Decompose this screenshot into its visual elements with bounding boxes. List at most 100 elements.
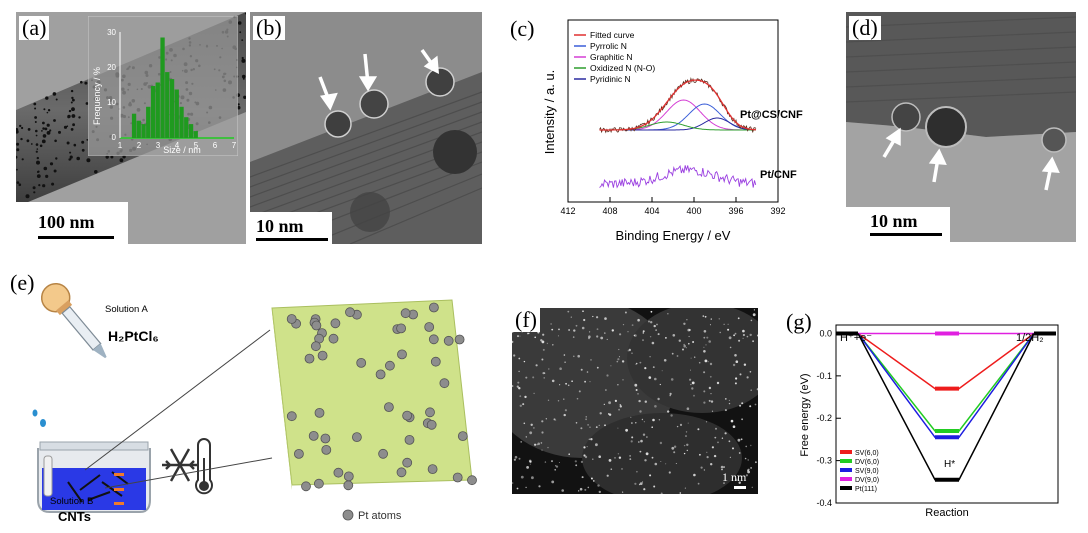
single-atom-dot [629, 458, 632, 460]
pt-nanoparticle-dot [237, 21, 242, 25]
pt-atom [308, 430, 319, 441]
pt-nanoparticle-dot [81, 140, 85, 144]
g-series-path [857, 332, 1035, 390]
single-atom-dot [568, 453, 570, 455]
single-atom-dot [547, 446, 549, 449]
single-atom-dot [638, 399, 641, 403]
xps-legend-entry: Fitted curve [590, 30, 635, 40]
pt-nanoparticle-dot [43, 166, 48, 171]
g-start-label: H⁺+e⁻ [840, 332, 872, 344]
single-atom-dot [694, 356, 696, 358]
single-atom-dot [561, 489, 564, 492]
pt-nanoparticle-dot [36, 174, 41, 179]
single-atom-dot [586, 371, 589, 373]
single-atom-dot [679, 423, 683, 426]
single-atom-dot [621, 360, 625, 363]
pt-atoms-label: Pt atoms [358, 510, 402, 522]
single-atom-dot [553, 418, 556, 421]
xps-xtick-label: 408 [602, 206, 617, 216]
single-atom-dot [616, 360, 619, 363]
g-xlabel: Reaction [925, 507, 968, 519]
single-atom-dot [519, 395, 522, 398]
single-atom-dot [671, 446, 675, 450]
single-atom-dot [703, 390, 706, 393]
single-atom-dot [668, 471, 671, 474]
pt-nanoparticle-dot [241, 74, 246, 79]
single-atom-dot [685, 435, 687, 437]
single-atom-dot [713, 454, 717, 458]
single-atom-dot [703, 336, 706, 339]
single-atom-dot [635, 389, 638, 391]
single-atom-dot [518, 357, 521, 360]
g-legend-swatch [840, 450, 852, 454]
hist-xtick: 4 [175, 141, 180, 150]
single-atom-dot [629, 455, 631, 457]
pt-nanoparticle-dot [46, 123, 50, 127]
single-atom-dot [728, 402, 731, 405]
single-atom-dot [742, 329, 745, 333]
single-atom-dot [637, 441, 640, 443]
single-atom-dot [724, 432, 727, 435]
pt-atom [304, 353, 315, 364]
single-atom-dot [676, 425, 679, 428]
hist-ytick-0: 0 [112, 133, 117, 142]
single-atom-dot [743, 363, 747, 366]
single-atom-dot [580, 427, 583, 430]
single-atom-dot [575, 464, 578, 467]
single-atom-dot [745, 474, 748, 477]
panel-f: (f) 1 nm [512, 308, 758, 494]
single-atom-dot [665, 463, 667, 465]
single-atom-dot [728, 440, 731, 443]
pt-nanoparticle-dot [16, 148, 20, 152]
single-atom-dot [660, 492, 663, 494]
pt-nanoparticle-dot [76, 156, 80, 161]
pt-nanoparticle-dot [33, 191, 36, 194]
single-atom-dot [697, 428, 700, 431]
single-atom-dot [575, 324, 578, 327]
pt-nanoparticle-dot [16, 129, 19, 134]
single-atom-dot [651, 426, 653, 428]
single-atom-dot [636, 470, 638, 473]
single-atom-dot [641, 418, 644, 421]
single-atom-dot [544, 461, 547, 463]
pt-nanoparticle-dot [242, 77, 245, 80]
panel-b-hrtem-image [250, 12, 482, 244]
single-atom-dot [703, 350, 706, 353]
single-atom-dot [573, 355, 575, 358]
single-atom-dot [551, 328, 554, 331]
single-atom-dot [651, 341, 655, 345]
single-atom-dot [579, 487, 583, 491]
g-legend-swatch [840, 468, 852, 472]
panel-label-b: (b) [253, 16, 285, 40]
single-atom-dot [649, 474, 652, 477]
single-atom-dot [733, 334, 735, 337]
histogram-bar [160, 37, 165, 138]
single-atom-dot [688, 342, 690, 345]
single-atom-dot [716, 381, 720, 385]
single-atom-dot [642, 339, 644, 342]
pt-nanoparticle-dot [27, 128, 31, 131]
single-atom-dot [558, 328, 560, 331]
pt-atom [351, 432, 362, 443]
pt-atom [400, 308, 411, 319]
pt-atom [427, 464, 438, 475]
histogram-bar [150, 86, 156, 138]
single-atom-dot [611, 329, 614, 332]
single-atom-dot [584, 488, 587, 491]
single-atom-dot [555, 465, 559, 468]
single-atom-dot [643, 488, 646, 491]
single-atom-dot [654, 377, 657, 381]
xps-xtick-label: 400 [686, 206, 701, 216]
single-atom-dot [693, 473, 696, 477]
panel-a: (a) Frequency / % Size / nm 0 10 20 30 1… [16, 12, 246, 244]
single-atom-dot [719, 331, 721, 334]
single-atom-dot [703, 469, 706, 471]
single-atom-dot [619, 404, 622, 406]
single-atom-dot [516, 385, 519, 388]
pt-nanoparticle-dot [237, 103, 240, 106]
pt-nanoparticle-dot [38, 184, 41, 187]
single-atom-dot [527, 332, 529, 335]
panel-label-d: (d) [849, 16, 881, 40]
pt-atom [402, 457, 413, 468]
single-atom-dot [631, 324, 634, 326]
